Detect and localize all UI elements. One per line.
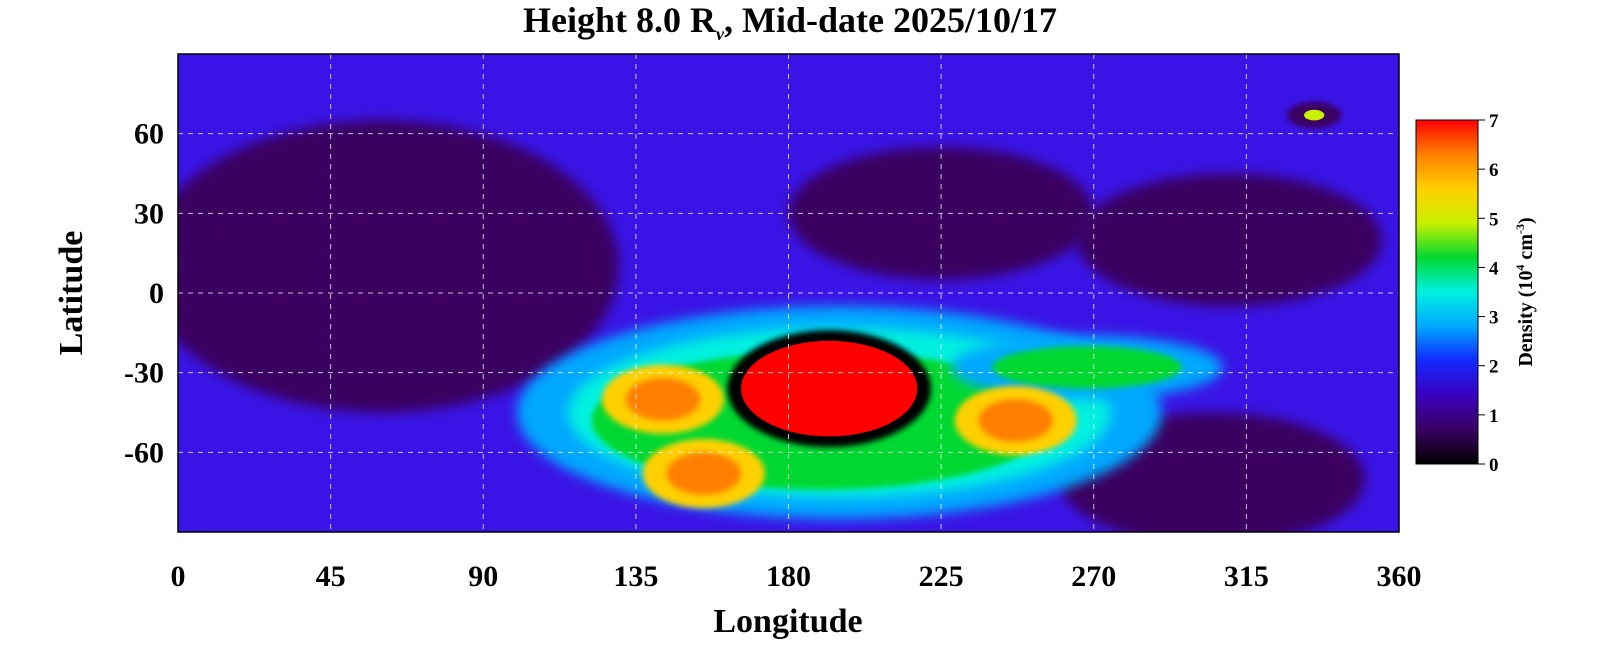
colorbar-tick-label: 2: [1489, 357, 1499, 378]
y-tick-label: -60: [124, 436, 164, 469]
y-axis-ticks: 60 30 0 -30 -60: [124, 118, 164, 470]
x-tick-label: 90: [468, 560, 498, 593]
colorbar-tick-label: 6: [1489, 160, 1499, 181]
colorbar: [1415, 119, 1479, 465]
x-tick-label: 45: [316, 560, 346, 593]
colorbar-label: Density (104 cm-3): [1513, 217, 1537, 366]
feature-low-region-east: [1120, 194, 1338, 286]
feature-low-region-west: [194, 146, 569, 386]
feature-low-region-south-east: [1103, 433, 1321, 525]
feature-west-lobe: [625, 377, 701, 421]
x-tick-label: 135: [613, 560, 658, 593]
grid-lines: [178, 54, 1399, 532]
plot-frame: [177, 53, 1400, 533]
y-tick-label: -30: [124, 357, 164, 390]
colorbar-tick-label: 0: [1489, 455, 1499, 476]
x-tick-label: 225: [919, 560, 964, 593]
y-axis-label: Latitude: [53, 231, 90, 356]
x-axis-ticks: 0 45 90 135 180 225 270 315 360: [171, 560, 1422, 593]
y-tick-label: 30: [134, 197, 164, 230]
colorbar-tick-label: 7: [1489, 111, 1499, 132]
density-features: [178, 101, 1383, 532]
x-axis-label: Longitude: [713, 603, 862, 640]
colorbar-tick-label: 3: [1489, 308, 1499, 329]
colorbar-tick-label: 1: [1489, 406, 1499, 427]
y-tick-label: 60: [134, 118, 164, 151]
x-tick-label: 180: [766, 560, 811, 593]
feature-east-lobe: [978, 399, 1054, 442]
feature-north-spot: [1304, 109, 1325, 121]
x-tick-label: 270: [1071, 560, 1116, 593]
feature-east-band: [992, 346, 1182, 389]
colorbar-ticks: 0 1 2 3 4 5 6 7: [1478, 111, 1499, 476]
density-map: [178, 54, 1399, 532]
x-tick-label: 360: [1377, 560, 1422, 593]
chart-title: Height 8.0 Rν, Mid-date 2025/10/17: [523, 0, 1057, 44]
y-tick-label: 0: [149, 277, 164, 310]
x-tick-label: 0: [171, 560, 186, 593]
colorbar-tick-label: 4: [1489, 258, 1499, 279]
feature-dense-core: [741, 340, 918, 437]
x-tick-label: 315: [1224, 560, 1269, 593]
colorbar-tick-label: 5: [1489, 209, 1499, 230]
feature-west-lobe-south: [666, 452, 742, 495]
